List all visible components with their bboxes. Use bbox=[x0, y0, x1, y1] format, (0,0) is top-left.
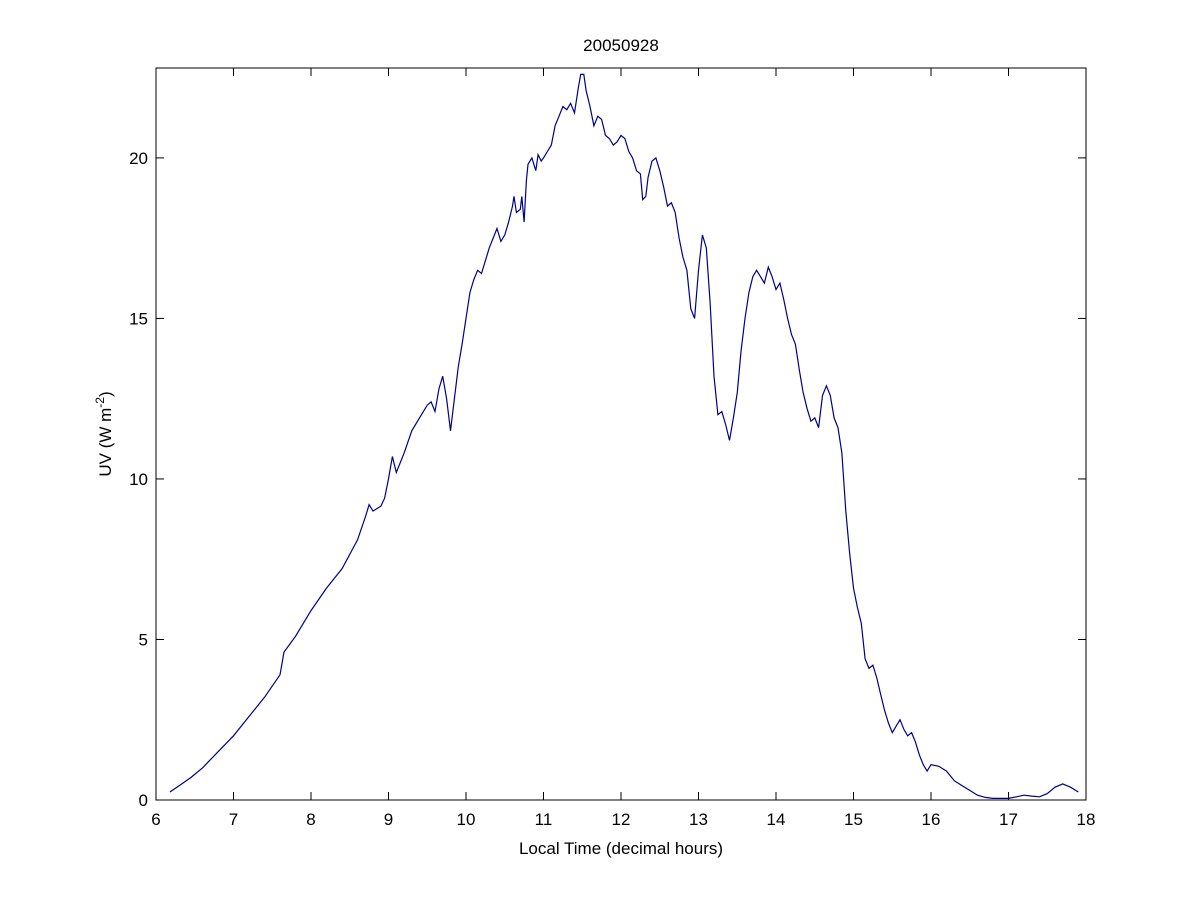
x-tick-label: 6 bbox=[151, 810, 160, 829]
uv-series-line bbox=[169, 73, 1079, 800]
x-tick-label: 7 bbox=[229, 810, 238, 829]
x-tick-label: 9 bbox=[384, 810, 393, 829]
x-tick-label: 16 bbox=[922, 810, 941, 829]
y-tick-label: 10 bbox=[129, 470, 148, 489]
x-tick-label: 13 bbox=[689, 810, 708, 829]
y-tick-label: 0 bbox=[139, 791, 148, 810]
x-tick-label: 10 bbox=[457, 810, 476, 829]
y-tick-label: 20 bbox=[129, 149, 148, 168]
y-axis-label-close: ) bbox=[96, 391, 115, 397]
x-tick-label: 15 bbox=[844, 810, 863, 829]
plot-area bbox=[155, 67, 1087, 801]
y-axis-label-main: UV (W m bbox=[96, 408, 115, 477]
y-tick-label: 5 bbox=[139, 630, 148, 649]
y-tick-label: 15 bbox=[129, 309, 148, 328]
x-tick-label: 12 bbox=[612, 810, 631, 829]
x-tick-label: 14 bbox=[767, 810, 786, 829]
axis-ticks bbox=[155, 68, 1087, 801]
x-tick-label: 17 bbox=[999, 810, 1018, 829]
x-tick-label: 18 bbox=[1077, 810, 1096, 829]
chart-title: 20050928 bbox=[583, 36, 659, 55]
x-tick-label: 8 bbox=[306, 810, 315, 829]
axis-tick-labels: 6 7 8 9 10 11 12 13 14 15 16 17 18 0 5 10 15 20 bbox=[129, 149, 1095, 829]
y-axis-label: UV (W m-2) bbox=[93, 391, 115, 476]
y-axis-label-sup: -2 bbox=[93, 397, 107, 408]
x-axis-label: Local Time (decimal hours) bbox=[519, 839, 723, 858]
x-tick-label: 11 bbox=[535, 810, 553, 829]
